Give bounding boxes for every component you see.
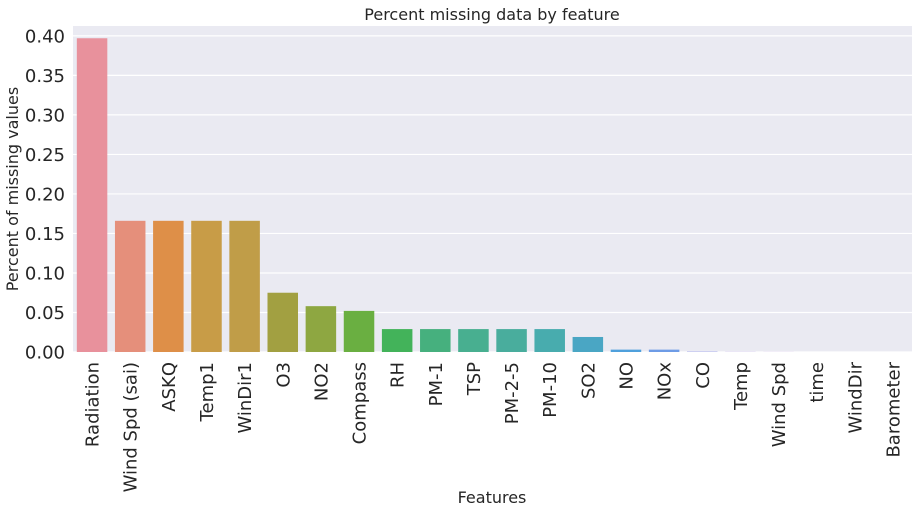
- bar-temp1: [191, 220, 222, 352]
- x-tick-label: Wind Spd: [769, 362, 790, 447]
- bar-rh: [381, 329, 413, 352]
- chart-title: Percent missing data by feature: [364, 5, 619, 24]
- x-tick-label: Barometer: [883, 361, 904, 457]
- x-tick-label: NO: [616, 362, 637, 390]
- y-tick-label: 0.30: [25, 105, 65, 126]
- bar-compass: [343, 310, 375, 352]
- bar-pm-10: [534, 329, 565, 352]
- bar-pm-1: [420, 329, 451, 352]
- x-tick-label: NOx: [655, 362, 676, 401]
- x-tick-label: SO2: [578, 362, 599, 399]
- y-tick-label: 0.00: [25, 343, 65, 364]
- bar-askq: [153, 220, 184, 352]
- x-axis-tick-labels: Radiation Wind Spd (sai) ASKQ Temp1 WinDir1 O…: [83, 361, 905, 492]
- bar-no: [610, 349, 642, 352]
- x-axis-label: Features: [458, 488, 527, 507]
- y-tick-label: 0.10: [25, 263, 65, 284]
- bar-no2: [305, 306, 337, 352]
- bar-radiation: [76, 38, 108, 353]
- x-tick-label: RH: [388, 362, 409, 388]
- x-tick-label: time: [807, 362, 828, 403]
- x-tick-label: PM-10: [540, 362, 561, 418]
- x-tick-label: TSP: [464, 362, 485, 396]
- bars: [76, 38, 794, 353]
- y-tick-label: 0.05: [25, 303, 65, 324]
- bar-nox: [648, 349, 680, 352]
- x-tick-label: WinDir1: [235, 362, 256, 434]
- x-tick-label: ASKQ: [159, 362, 180, 412]
- x-tick-label: Temp: [731, 362, 752, 411]
- x-tick-label: CO: [693, 362, 714, 389]
- bar-tsp: [458, 329, 489, 352]
- x-tick-label: PM-1: [426, 362, 447, 406]
- y-tick-label: 0.15: [25, 224, 65, 245]
- y-tick-label: 0.40: [25, 26, 65, 47]
- bar-so2: [572, 336, 604, 352]
- bar-wind-spd-sai: [114, 220, 146, 352]
- y-axis-tick-labels: 0.00 0.05 0.10 0.15 0.20 0.25 0.30 0.35 0.40: [25, 26, 65, 363]
- y-tick-label: 0.20: [25, 184, 65, 205]
- x-tick-label: Radiation: [83, 362, 104, 447]
- x-tick-label: O3: [273, 362, 294, 388]
- y-tick-label: 0.35: [25, 66, 65, 87]
- y-tick-label: 0.25: [25, 145, 65, 166]
- x-tick-label: Compass: [350, 362, 371, 444]
- bar-o3: [267, 292, 299, 352]
- x-tick-label: Wind Spd (sai): [121, 362, 142, 492]
- bar-windir1: [229, 220, 260, 352]
- x-tick-label: PM-2-5: [502, 362, 523, 424]
- y-axis-label: Percent of missing values: [3, 87, 22, 291]
- x-tick-label: WindDir: [845, 361, 866, 433]
- x-tick-label: Temp1: [197, 362, 218, 422]
- bar-pm-2-5: [496, 329, 527, 352]
- x-tick-label: NO2: [311, 362, 332, 401]
